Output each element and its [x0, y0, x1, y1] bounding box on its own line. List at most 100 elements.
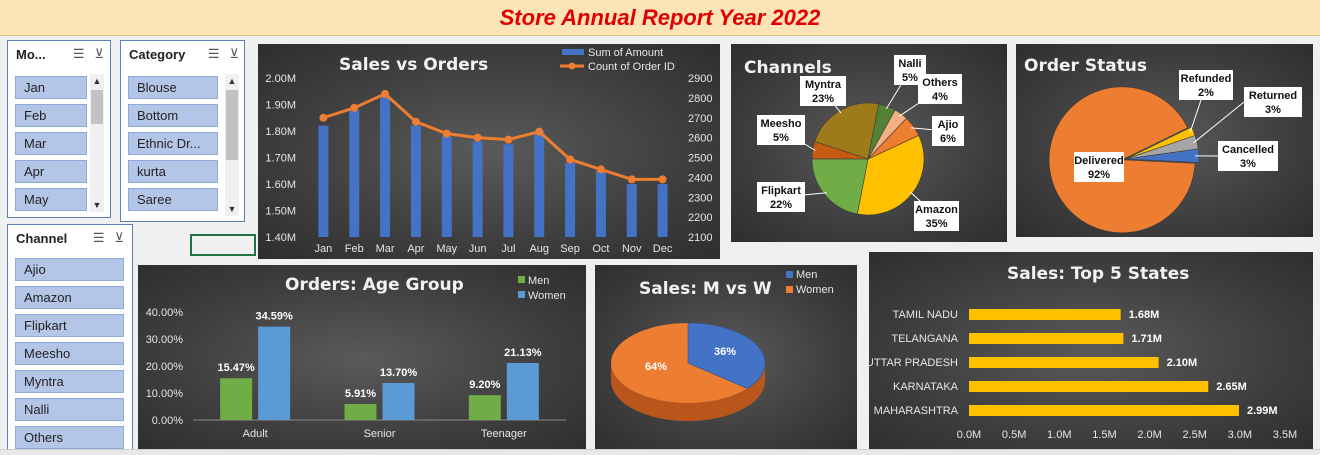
data-label-box [914, 201, 959, 231]
data-label-box [918, 74, 962, 104]
legend-label: Men [796, 269, 817, 281]
clear-filter-icon[interactable]: ⊻ [229, 46, 239, 61]
scroll-up-icon[interactable]: ▲ [92, 76, 102, 86]
y-tick-label: 1.40M [265, 232, 296, 244]
x-tick-label: Feb [345, 243, 364, 255]
x-tick-label: Jun [469, 243, 487, 255]
slicer-item-channel[interactable]: Flipkart [15, 314, 124, 337]
data-label: Others [922, 77, 957, 89]
order-status-chart[interactable]: Order Status Cancelled 3% Delivered 92% Refu… [1016, 44, 1313, 237]
channel-slicer[interactable]: Channel ☰ ⊻ Ajio Amazon Flipkart Meesho M… [7, 224, 133, 452]
slicer-item-category[interactable]: Saree [128, 188, 218, 211]
scroll-thumb[interactable] [91, 90, 103, 124]
x-tick-label: 2.5M [1182, 429, 1206, 441]
bar [565, 162, 576, 237]
x-tick-label: Dec [653, 243, 673, 255]
data-label: 22% [770, 199, 792, 211]
slicer-item-month[interactable]: Mar [15, 132, 87, 155]
line-point [473, 133, 482, 142]
multi-select-icon[interactable]: ☰ [207, 46, 220, 61]
slicer-item-channel[interactable]: Amazon [15, 286, 124, 309]
y-tick-label: UTTAR PRADESH [869, 357, 958, 369]
y-tick-label: 2600 [688, 133, 712, 145]
data-label: Cancelled [1222, 144, 1274, 156]
age-group-chart[interactable]: Orders: Age Group 0.00% 10.00% 20.00% 30.00… [138, 265, 586, 452]
selected-cell[interactable] [190, 234, 256, 256]
scroll-thumb[interactable] [226, 90, 238, 160]
slicer-item-category[interactable]: Blouse [128, 76, 218, 99]
category-slicer-tools: ☰ ⊻ [198, 46, 239, 62]
slicer-item-channel[interactable]: Meesho [15, 342, 124, 365]
line-point [381, 89, 390, 98]
slicer-item-channel[interactable]: Ajio [15, 258, 124, 281]
y-tick-label: 0.00% [152, 415, 183, 427]
slicer-item-channel[interactable]: Nalli [15, 398, 124, 421]
month-slicer-scrollbar[interactable]: ▲ ▼ [90, 74, 104, 212]
slicer-item-month[interactable]: Feb [15, 104, 87, 127]
data-label: 36% [714, 346, 736, 358]
clear-filter-icon[interactable]: ⊻ [94, 46, 104, 61]
line-point [504, 135, 513, 144]
bar [349, 109, 360, 237]
sheet-bottom-strip [0, 449, 1320, 455]
report-title: Store Annual Report Year 2022 [499, 5, 821, 30]
slicer-item-channel[interactable]: Others [15, 426, 124, 449]
data-label: 13.70% [380, 367, 418, 379]
slicer-item-category[interactable]: Bottom [128, 104, 218, 127]
sales-vs-orders-chart[interactable]: Sales vs Orders 1.40M 1.50M 1.60M 1.70M 1.80… [258, 44, 720, 259]
legend-label: Women [528, 290, 566, 302]
bar [657, 184, 668, 237]
bar [969, 405, 1239, 416]
data-label: 64% [645, 361, 667, 373]
data-label-box [932, 116, 964, 146]
month-slicer[interactable]: Mo... ☰ ⊻ Jan Feb Mar Apr May ▲ ▼ [7, 40, 111, 218]
y-tick-label: TELANGANA [891, 333, 958, 345]
slicer-item-month[interactable]: Jan [15, 76, 87, 99]
slicer-item-month[interactable]: May [15, 188, 87, 211]
bar [969, 357, 1159, 368]
scroll-down-icon[interactable]: ▼ [227, 204, 237, 214]
y-tick-label: 1.70M [265, 153, 296, 165]
multi-select-icon[interactable]: ☰ [92, 230, 105, 245]
y-tick-label: 2900 [688, 73, 712, 85]
scroll-down-icon[interactable]: ▼ [92, 200, 102, 210]
y-tick-label: 2500 [688, 153, 712, 165]
scroll-up-icon[interactable]: ▲ [227, 76, 237, 86]
clear-filter-icon[interactable]: ⊻ [114, 230, 124, 245]
x-tick-label: 3.0M [1228, 429, 1252, 441]
category-slicer-scrollbar[interactable]: ▲ ▼ [225, 74, 239, 216]
month-slicer-tools: ☰ ⊻ [63, 46, 104, 62]
slicer-item-category[interactable]: kurta [128, 160, 218, 183]
bar [472, 141, 483, 237]
data-label: 1.71M [1131, 333, 1162, 345]
data-label: 6% [940, 133, 956, 145]
data-label: Refunded [1181, 73, 1232, 85]
data-label-box [1074, 152, 1124, 182]
y-tick-label: KARNATAKA [893, 381, 959, 393]
category-slicer[interactable]: Category ☰ ⊻ Blouse Bottom Ethnic Dr... k… [120, 40, 245, 222]
top-states-chart[interactable]: Sales: Top 5 States TAMIL NADU 1.68M TELAN… [869, 252, 1313, 452]
data-label: Amazon [915, 204, 958, 216]
data-label: 2% [1198, 87, 1214, 99]
data-label: Delivered [1074, 155, 1124, 167]
x-tick-label: Senior [364, 428, 396, 440]
slicer-item-channel[interactable]: Myntra [15, 370, 124, 393]
slicer-item-category[interactable]: Ethnic Dr... [128, 132, 218, 155]
multi-select-icon[interactable]: ☰ [72, 46, 85, 61]
channels-chart[interactable]: Channels Amazon 35% Flipkart 22% Meesho 5% Myn… [731, 44, 1007, 242]
legend-swatch [786, 271, 793, 278]
data-label-box [800, 76, 846, 106]
data-label: 5% [773, 132, 789, 144]
x-tick-label: Aug [529, 243, 549, 255]
slicer-item-month[interactable]: Apr [15, 160, 87, 183]
data-label: 5% [902, 72, 918, 84]
pie-slice [811, 158, 869, 215]
data-label: Ajio [938, 119, 959, 131]
line-point [627, 175, 636, 184]
data-label: 21.13% [504, 347, 542, 359]
chart-title: Sales: M vs W [639, 279, 772, 299]
x-tick-label: 1.0M [1047, 429, 1071, 441]
sales-mw-chart[interactable]: Sales: M vs W 36% 64% Men Women [595, 265, 857, 452]
data-label: 3% [1240, 158, 1256, 170]
channel-slicer-tools: ☰ ⊻ [83, 230, 124, 246]
